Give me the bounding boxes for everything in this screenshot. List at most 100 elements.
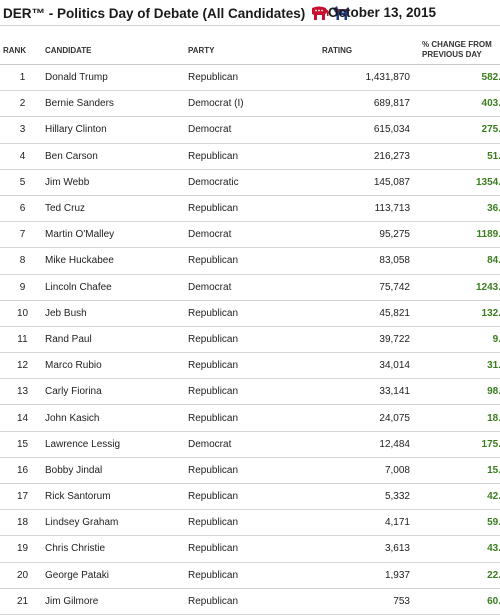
rating-cell: 34,014 [316, 352, 410, 380]
candidate-cell: Lincoln Chafee [45, 274, 188, 301]
rating-cell: 5,332 [316, 483, 410, 511]
change-cell: 1189.59% [410, 221, 500, 249]
rank-cell: 16 [0, 457, 45, 485]
col-rating-header: RATING [316, 36, 410, 65]
change-cell: 1243.18% [410, 274, 500, 301]
change-cell: 1354.65% [410, 169, 500, 196]
republican-elephant-icon [312, 6, 329, 20]
candidate-cell: Jeb Bush [45, 300, 188, 327]
candidate-cell: Jim Webb [45, 169, 188, 196]
change-cell: 36.80% [410, 195, 500, 223]
candidate-cell: Ted Cruz [45, 195, 188, 223]
change-cell: 275.78% [410, 116, 500, 144]
candidate-cell: Rand Paul [45, 326, 188, 354]
col-candidate-header: CANDIDATE [45, 36, 188, 65]
page-date: October 13, 2015 [328, 5, 437, 20]
candidate-cell: Jim Gilmore [45, 588, 188, 615]
party-cell: Democrat (I) [188, 90, 316, 118]
candidate-cell: Marco Rubio [45, 352, 188, 380]
party-cell: Republican [188, 562, 316, 589]
party-cell: Republican [188, 378, 316, 406]
party-cell: Republican [188, 509, 316, 537]
change-cell: 31.65% [410, 352, 500, 380]
candidate-cell: Lawrence Lessig [45, 431, 188, 458]
change-cell: 51.01% [410, 143, 500, 170]
rank-cell: 21 [0, 588, 45, 615]
change-cell: 9.73% [410, 326, 500, 354]
rating-cell: 7,008 [316, 457, 410, 485]
rank-cell: 5 [0, 169, 45, 196]
col-party-header: PARTY [188, 36, 316, 65]
header-divider [0, 25, 500, 26]
col-rank-header: RANK [0, 36, 45, 65]
change-cell: 60.21% [410, 588, 500, 615]
candidate-cell: Martin O'Malley [45, 221, 188, 249]
change-cell: 132.42% [410, 300, 500, 327]
candidate-cell: John Kasich [45, 404, 188, 432]
change-cell: 43.41% [410, 535, 500, 563]
rank-cell: 13 [0, 378, 45, 406]
change-cell: 98.91% [410, 378, 500, 406]
rank-cell: 15 [0, 431, 45, 458]
rating-cell: 12,484 [316, 431, 410, 458]
rank-cell: 14 [0, 404, 45, 432]
party-cell: Republican [188, 247, 316, 275]
party-cell: Republican [188, 404, 316, 432]
rating-cell: 75,742 [316, 274, 410, 301]
rating-cell: 39,722 [316, 326, 410, 354]
party-cell: Republican [188, 195, 316, 223]
change-cell: 582.74% [410, 64, 500, 92]
rank-cell: 6 [0, 195, 45, 223]
party-cell: Democratic [188, 169, 316, 196]
rating-cell: 615,034 [316, 116, 410, 144]
party-cell: Democrat [188, 221, 316, 249]
party-cell: Republican [188, 352, 316, 380]
rating-cell: 4,171 [316, 509, 410, 537]
candidate-cell: Donald Trump [45, 64, 188, 92]
rank-cell: 7 [0, 221, 45, 249]
party-cell: Democrat [188, 116, 316, 144]
change-cell: 42.39% [410, 483, 500, 511]
candidate-cell: Ben Carson [45, 143, 188, 170]
rank-cell: 2 [0, 90, 45, 118]
page-header: DER™ - Politics Day of Debate (All Candi… [0, 0, 500, 26]
rating-cell: 145,087 [316, 169, 410, 196]
change-cell: 15.72% [410, 457, 500, 485]
party-cell: Democrat [188, 274, 316, 301]
rating-cell: 45,821 [316, 300, 410, 327]
party-cell: Republican [188, 143, 316, 170]
rank-cell: 4 [0, 143, 45, 170]
rank-cell: 12 [0, 352, 45, 380]
rating-cell: 95,275 [316, 221, 410, 249]
table-header-row: RANK CANDIDATE PARTY RATING % CHANGE FRO… [0, 36, 500, 65]
candidate-cell: Lindsey Graham [45, 509, 188, 537]
rank-cell: 9 [0, 274, 45, 301]
party-cell: Republican [188, 483, 316, 511]
rating-cell: 3,613 [316, 535, 410, 563]
change-cell: 18.91% [410, 404, 500, 432]
rating-cell: 689,817 [316, 90, 410, 118]
candidate-cell: Bobby Jindal [45, 457, 188, 485]
rank-cell: 8 [0, 247, 45, 275]
col-change-header-line2: PREVIOUS DAY [422, 50, 482, 59]
rank-cell: 1 [0, 64, 45, 92]
change-cell: 22.83% [410, 562, 500, 589]
rank-cell: 19 [0, 535, 45, 563]
